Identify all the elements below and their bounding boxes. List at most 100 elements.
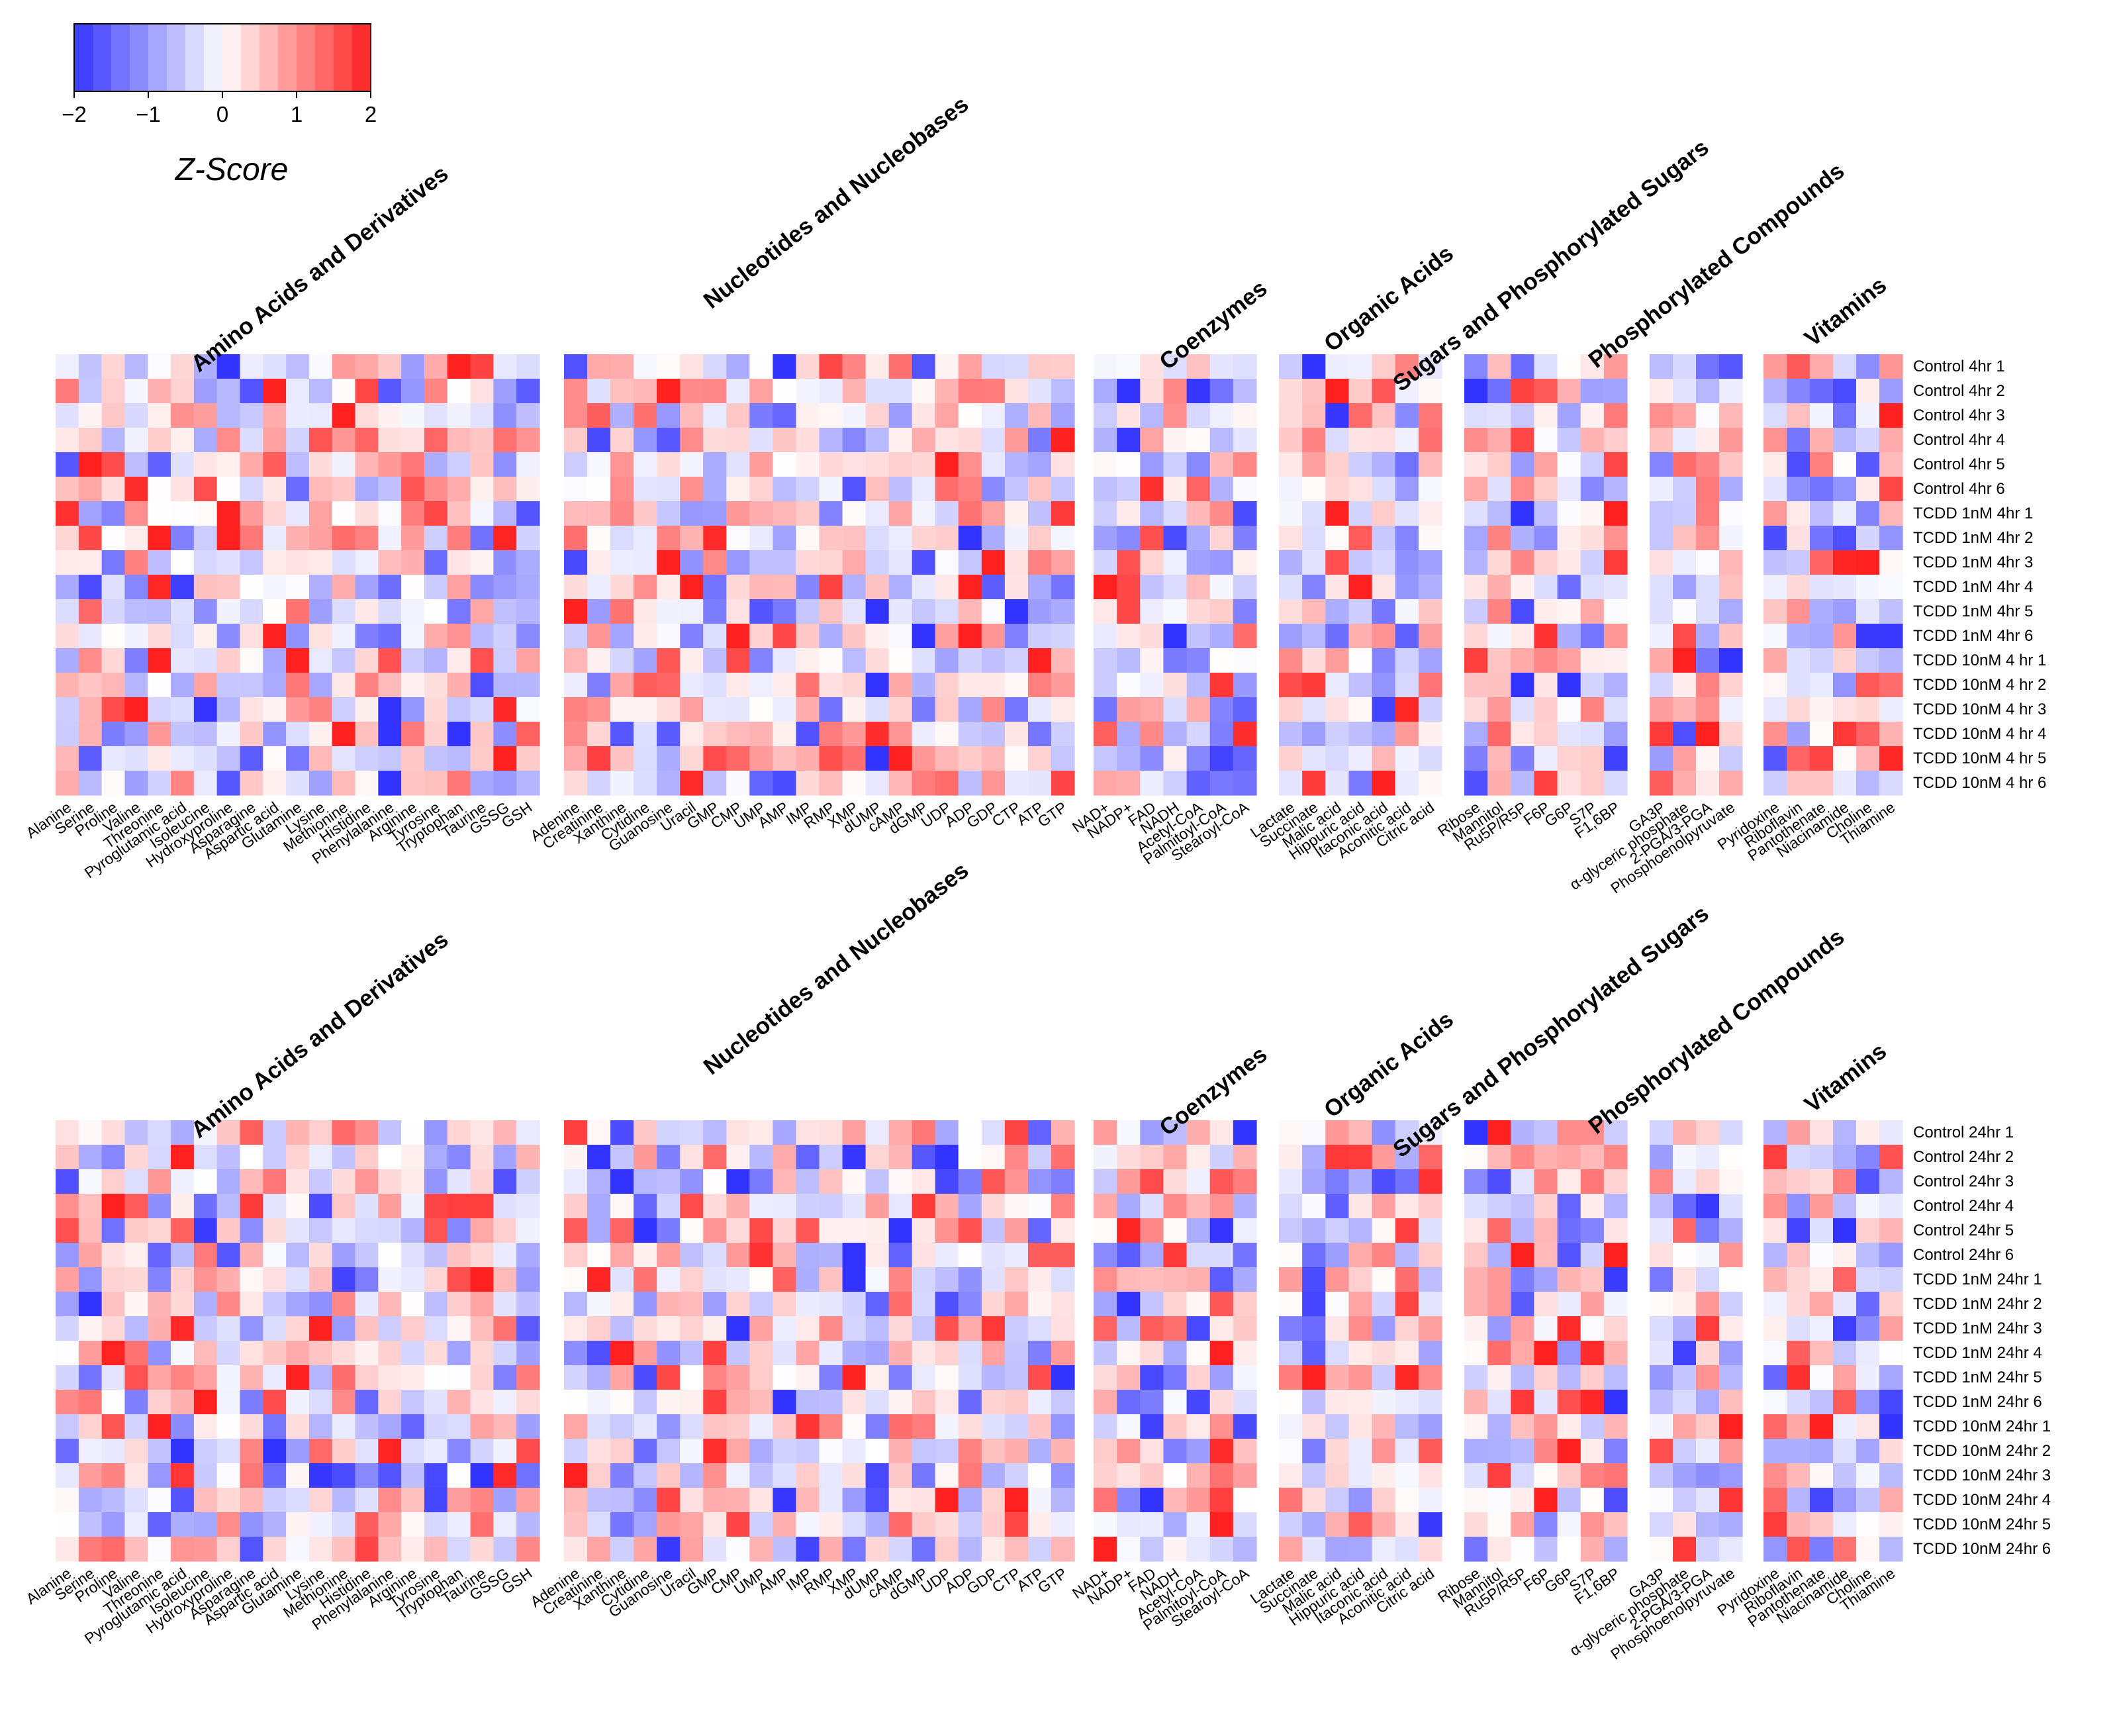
heatmap-cell: [773, 1169, 797, 1194]
heatmap-cell: [1094, 1439, 1117, 1464]
heatmap-cell: [1787, 575, 1810, 600]
heatmap-cell: [1186, 1439, 1211, 1464]
heatmap-cell: [1856, 1512, 1880, 1537]
heatmap-cell: [101, 1145, 126, 1170]
heatmap-cell: [470, 452, 494, 477]
heatmap-cell: [148, 1267, 171, 1292]
heatmap-cell: [1487, 1316, 1511, 1341]
heatmap-cell: [1302, 771, 1326, 796]
heatmap-cell: [1719, 1414, 1743, 1439]
heatmap-cell: [703, 1316, 727, 1341]
heatmap-cell: [1004, 1120, 1029, 1145]
heatmap-cell: [1464, 477, 1488, 502]
heatmap-cell: [842, 746, 867, 771]
heatmap-cell: [1279, 1414, 1303, 1439]
heatmap-cell: [1650, 501, 1673, 526]
heatmap-cell: [1763, 648, 1787, 673]
heatmap-cell: [1094, 526, 1117, 551]
heatmap-cell: [286, 599, 310, 624]
heatmap-cell: [796, 452, 820, 477]
heatmap-cell: [819, 722, 843, 747]
heatmap-cell: [148, 771, 171, 796]
heatmap-cell: [749, 1512, 774, 1537]
heatmap-cell: [56, 1414, 79, 1439]
heatmap-cell: [726, 1292, 750, 1317]
heatmap-cell: [819, 1463, 843, 1488]
heatmap-cell: [124, 1365, 148, 1390]
colorbar-swatch: [315, 24, 334, 91]
heatmap-cell: [332, 1267, 356, 1292]
heatmap-cell: [1209, 1512, 1234, 1537]
heatmap-cell: [1511, 673, 1535, 698]
heatmap-cell: [1302, 477, 1326, 502]
heatmap-cell: [56, 1194, 79, 1219]
heatmap-cell: [378, 1292, 402, 1317]
heatmap-cell: [935, 1341, 959, 1366]
heatmap-cell: [1833, 354, 1857, 379]
heatmap-cell: [240, 673, 263, 698]
row-label: TCDD 10nM 4 hr 3: [1913, 700, 2046, 718]
heatmap-cell: [1302, 746, 1326, 771]
heatmap-cell: [657, 1145, 681, 1170]
heatmap-cell: [401, 697, 425, 722]
heatmap-cell: [355, 624, 379, 649]
heatmap-cell: [263, 1243, 287, 1268]
heatmap-cell: [1094, 1537, 1117, 1562]
heatmap-cell: [634, 1316, 657, 1341]
heatmap-cell: [1325, 354, 1350, 379]
heatmap-cell: [1233, 1390, 1257, 1415]
heatmap-cell: [564, 1145, 588, 1170]
heatmap-cell: [1094, 428, 1117, 453]
heatmap-cell: [865, 575, 890, 600]
heatmap-cell: [680, 354, 704, 379]
heatmap-cell: [378, 477, 402, 502]
heatmap-cell: [124, 1463, 148, 1488]
row-label: TCDD 10nM 24hr 4: [1913, 1491, 2051, 1509]
heatmap-cell: [240, 1341, 263, 1366]
heatmap-cell: [912, 1292, 936, 1317]
heatmap-cell: [749, 575, 774, 600]
heatmap-cell: [1209, 746, 1234, 771]
heatmap-cell: [1696, 575, 1720, 600]
heatmap-cell: [1279, 1267, 1303, 1292]
heatmap-cell: [1534, 648, 1558, 673]
heatmap-cell: [1763, 1169, 1787, 1194]
heatmap-cell: [286, 1414, 310, 1439]
heatmap-cell: [193, 673, 218, 698]
heatmap-cell: [634, 1120, 657, 1145]
heatmap-cell: [1325, 697, 1350, 722]
heatmap-cell: [1004, 477, 1029, 502]
heatmap-cell: [865, 1390, 890, 1415]
heatmap-cell: [308, 599, 333, 624]
heatmap-cell: [1279, 575, 1303, 600]
heatmap-cell: [286, 624, 310, 649]
heatmap-cell: [1511, 1120, 1535, 1145]
heatmap-cell: [1673, 1194, 1697, 1219]
heatmap-cell: [1810, 1365, 1834, 1390]
heatmap-cell: [587, 501, 611, 526]
heatmap-cell: [424, 673, 448, 698]
heatmap-cell: [703, 648, 727, 673]
heatmap-cell: [1004, 452, 1029, 477]
heatmap-cell: [1464, 1463, 1488, 1488]
heatmap-cell: [332, 1292, 356, 1317]
heatmap-cell: [171, 697, 195, 722]
heatmap-cell: [564, 1194, 588, 1219]
heatmap-cell: [1140, 673, 1164, 698]
colorbar-tick-label: 1: [291, 102, 303, 126]
heatmap-cell: [263, 1463, 287, 1488]
heatmap-cell: [865, 1365, 890, 1390]
heatmap-cell: [378, 501, 402, 526]
heatmap-cell: [703, 1341, 727, 1366]
heatmap-cell: [171, 1316, 195, 1341]
heatmap-cell: [1395, 771, 1419, 796]
heatmap-cell: [1418, 575, 1442, 600]
heatmap-cell: [1163, 1390, 1188, 1415]
heatmap-cell: [378, 1120, 402, 1145]
heatmap-cell: [1511, 1390, 1535, 1415]
heatmap-cell: [749, 1169, 774, 1194]
heatmap-cell: [1302, 379, 1326, 404]
heatmap-cell: [1696, 1218, 1720, 1243]
heatmap-cell: [1094, 1463, 1117, 1488]
